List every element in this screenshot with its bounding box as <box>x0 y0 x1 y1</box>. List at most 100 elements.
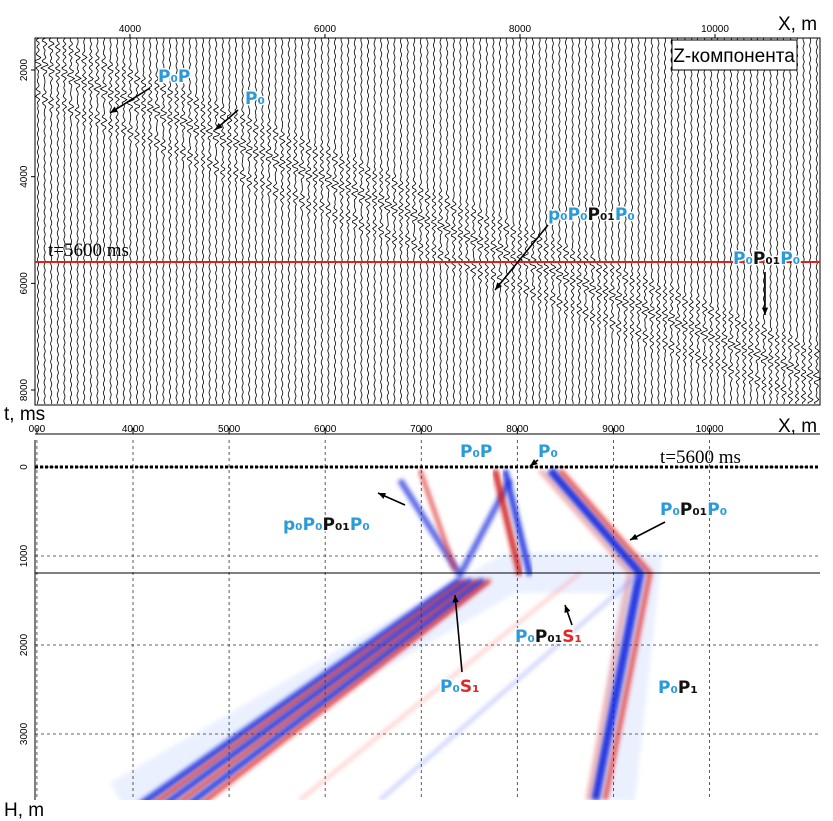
trace <box>543 37 550 405</box>
x-tick-label: 8000 <box>506 424 529 435</box>
trace <box>602 38 609 405</box>
trace <box>212 37 221 404</box>
component-box <box>671 39 798 71</box>
annotation-part: P₀P <box>460 442 492 462</box>
trace <box>555 37 564 405</box>
trace <box>588 37 597 405</box>
arrow <box>454 594 463 673</box>
trace <box>291 37 299 405</box>
trace <box>800 37 807 405</box>
wave-band <box>178 577 480 800</box>
trace <box>272 37 280 405</box>
trace <box>159 37 168 405</box>
annotation-part: P₀ <box>245 89 265 109</box>
trace <box>608 37 616 405</box>
annotation: P₀P <box>460 442 492 462</box>
trace <box>760 37 769 405</box>
trace <box>707 37 716 405</box>
trace <box>219 37 227 405</box>
trace <box>436 37 445 405</box>
trace <box>785 37 795 404</box>
x-tick-label: 6000 <box>314 24 337 35</box>
x-tick-label: 7000 <box>410 424 433 435</box>
trace <box>614 37 623 405</box>
trace <box>569 37 577 404</box>
annotation-part: p₀P₀ <box>283 515 323 535</box>
trace <box>483 37 490 405</box>
wave-band <box>164 577 475 800</box>
trace <box>371 37 378 405</box>
arrow <box>109 87 151 114</box>
trace <box>720 37 728 405</box>
trace <box>661 37 669 405</box>
trace <box>397 37 404 405</box>
y-axis-label: t, ms <box>4 404 45 425</box>
annotation: P₀P₁ <box>658 678 698 698</box>
arrow-head <box>530 459 538 466</box>
x-axis-label: X, m <box>778 14 817 35</box>
trace <box>747 37 754 405</box>
trace <box>740 37 747 405</box>
trace <box>806 37 814 405</box>
arrow-head <box>378 493 386 499</box>
trace <box>140 37 147 405</box>
arrow-head <box>215 122 223 130</box>
trace <box>93 37 102 405</box>
trace <box>226 37 233 405</box>
trace <box>119 37 128 405</box>
annotation-part: P₀ <box>658 678 678 698</box>
y-tick-label: 1000 <box>19 544 30 567</box>
trace <box>694 37 702 404</box>
trace <box>424 37 431 405</box>
annotation: P₀P <box>158 67 190 87</box>
y-tick-label: 2000 <box>19 633 30 656</box>
annotation-part: P₀ <box>538 442 558 462</box>
trace <box>812 37 822 405</box>
trace <box>318 37 326 405</box>
trace <box>66 37 76 405</box>
wave-band <box>397 478 513 581</box>
trace <box>173 38 181 405</box>
trace <box>199 37 207 405</box>
x-tick-label: 8000 <box>509 24 532 35</box>
trace <box>114 37 120 405</box>
arrow-head <box>630 533 638 540</box>
annotation-part: P₀P <box>158 67 190 87</box>
trace <box>377 37 385 405</box>
wave-band <box>418 469 457 571</box>
trace <box>470 37 479 405</box>
time-marker-label: t=5600 ms <box>48 240 129 261</box>
trace <box>312 37 319 405</box>
annotation-part: P₀ <box>615 205 635 225</box>
trace <box>404 37 411 405</box>
x-tick-label: 6000 <box>314 424 337 435</box>
trace <box>516 37 523 404</box>
trace <box>752 37 761 405</box>
annotation-part: P₀ <box>780 249 800 269</box>
trace <box>99 37 108 405</box>
annotation-part: P₀₁ <box>535 627 562 647</box>
annotation: P₀ <box>538 442 558 462</box>
x-tick-label: 10000 <box>696 424 724 435</box>
wave-band <box>202 578 492 800</box>
annotation-part: P₀₁ <box>588 205 615 225</box>
trace <box>635 37 643 405</box>
trace <box>81 37 88 405</box>
trace <box>179 37 188 405</box>
annotation-part: P₁ <box>678 678 698 698</box>
annotation: P₀P₀₁P₀ <box>733 249 800 269</box>
trace <box>152 37 161 405</box>
trace <box>688 37 695 405</box>
trace <box>442 37 451 405</box>
trace <box>107 37 115 405</box>
trace <box>126 37 135 405</box>
annotation: p₀P₀P₀₁P₀ <box>548 205 635 225</box>
trace <box>265 37 273 405</box>
trace <box>338 37 345 404</box>
annotation-part: P₀₁ <box>753 249 780 269</box>
trace <box>192 37 200 405</box>
trace <box>510 37 517 405</box>
trace <box>562 37 570 405</box>
wave-band <box>188 577 487 800</box>
